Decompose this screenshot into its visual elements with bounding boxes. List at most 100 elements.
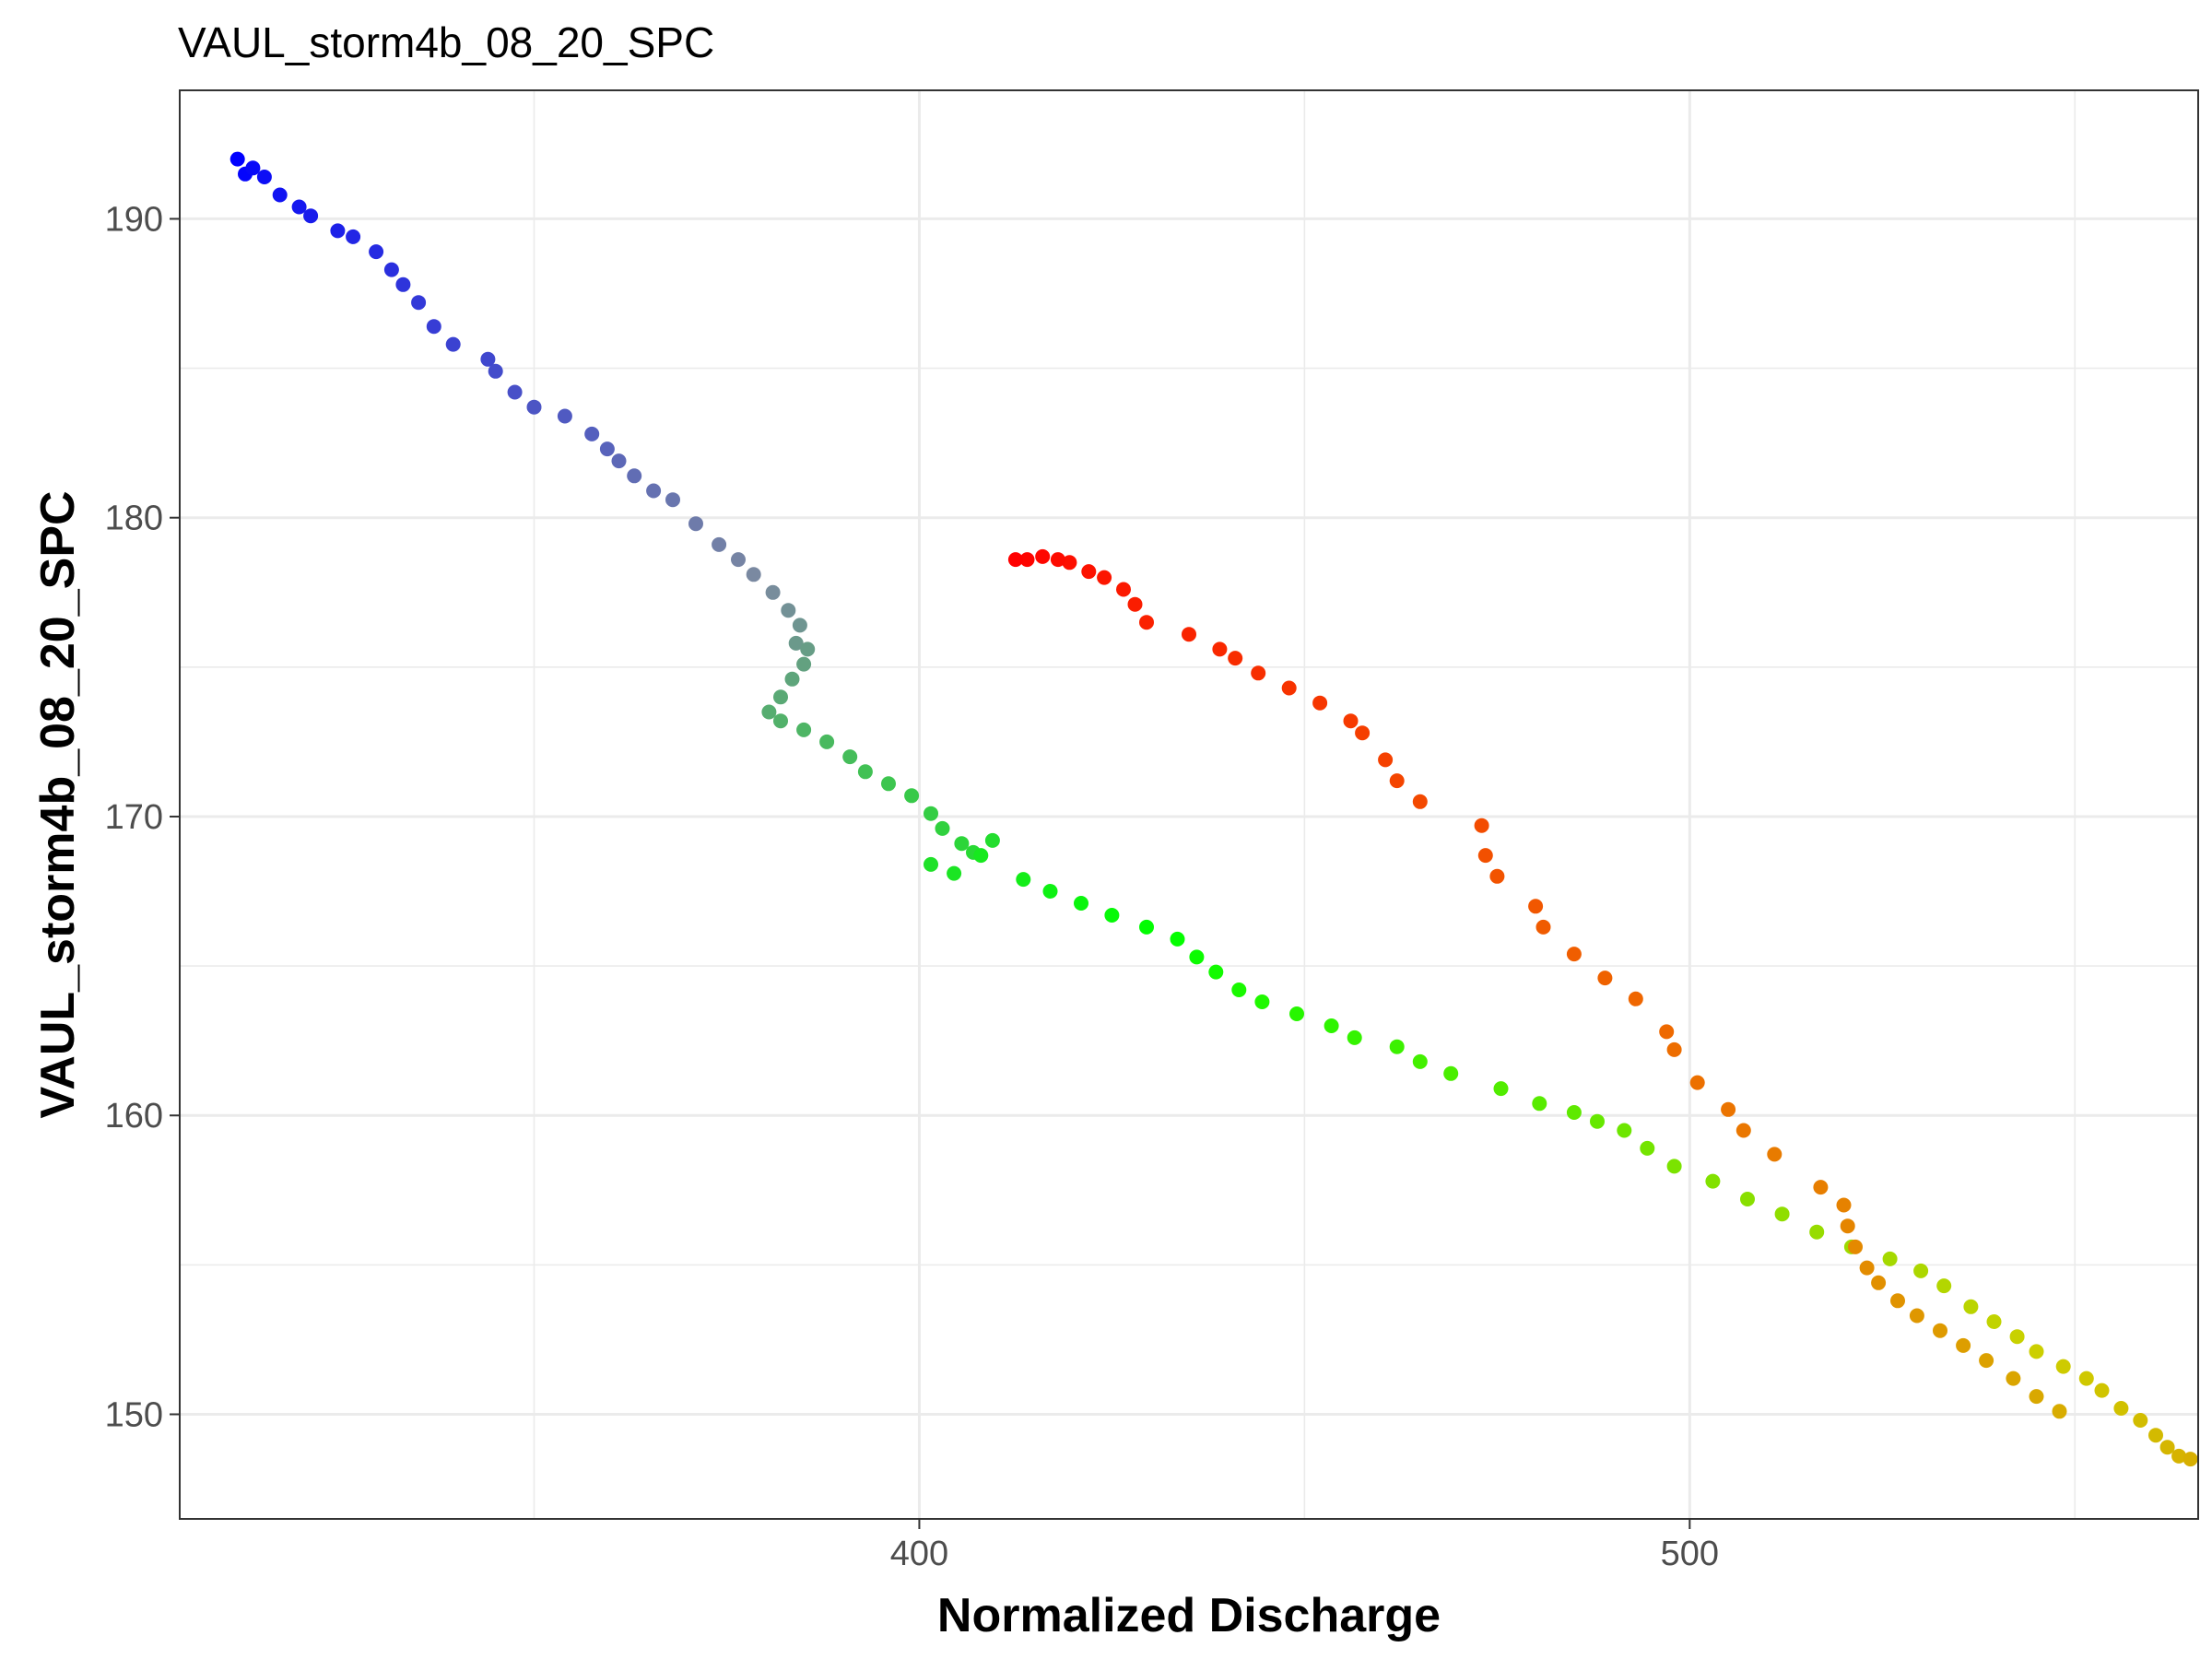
data-point-rising (973, 848, 989, 864)
data-point-rising (881, 776, 896, 792)
data-point-rising (1532, 1096, 1547, 1112)
data-point-rising (1443, 1065, 1459, 1081)
data-point-falling (1735, 1123, 1751, 1138)
data-point-rising (924, 856, 938, 872)
data-point-falling (1721, 1101, 1736, 1117)
data-point-rising (773, 689, 788, 705)
data-point-rising (842, 749, 858, 765)
data-point-falling (1597, 971, 1613, 986)
data-point-rising (369, 244, 384, 260)
data-point-falling (1007, 552, 1023, 568)
data-point-rising (1189, 949, 1205, 965)
data-point-falling (1477, 848, 1493, 864)
data-point-rising (1389, 1039, 1405, 1054)
data-point-falling (1355, 725, 1371, 741)
data-point-rising (627, 468, 642, 484)
x-tick-label: 400 (890, 1535, 948, 1573)
data-point-rising (2029, 1344, 2044, 1359)
data-point-rising (1705, 1173, 1721, 1189)
data-point-rising (1566, 1105, 1582, 1120)
data-point-rising (2078, 1371, 2094, 1386)
data-point-rising (1347, 1030, 1362, 1045)
data-point-falling (1528, 899, 1544, 914)
data-point-falling (1127, 596, 1143, 612)
data-point-falling (1019, 552, 1035, 568)
data-point-rising (1740, 1192, 1755, 1206)
data-point-falling (1566, 947, 1582, 962)
data-point-falling (1933, 1323, 1947, 1338)
data-points (229, 151, 2198, 1467)
data-point-rising (303, 208, 319, 224)
data-point-rising (773, 713, 788, 729)
data-point-rising (765, 584, 781, 600)
data-point-rising (2159, 1440, 2175, 1455)
data-point-falling (1535, 919, 1551, 935)
data-point-rising (330, 223, 346, 239)
y-tick-label: 190 (105, 200, 163, 239)
data-point-falling (1848, 1239, 1863, 1254)
data-point-rising (480, 351, 496, 367)
data-point-rising (1139, 919, 1154, 935)
data-point-rising (1493, 1081, 1509, 1097)
data-point-falling (2029, 1389, 2044, 1405)
data-point-falling (1628, 991, 1643, 1006)
chart-title: VAUL_storm4b_08_20_SPC (178, 18, 714, 66)
data-point-rising (599, 441, 615, 457)
data-point-rising (426, 319, 441, 335)
data-point-falling (1689, 1075, 1705, 1090)
data-point-rising (557, 408, 572, 424)
data-point-rising (1590, 1113, 1605, 1129)
data-point-falling (1840, 1218, 1855, 1234)
data-point-rising (665, 492, 680, 508)
data-point-rising (445, 336, 461, 352)
data-point-rising (1289, 1006, 1304, 1021)
y-tick-label: 170 (105, 798, 163, 837)
data-point-rising (488, 363, 503, 379)
data-point-rising (1016, 872, 1031, 888)
data-point-rising (1231, 982, 1247, 997)
data-point-rising (272, 187, 288, 203)
data-point-rising (584, 426, 600, 441)
data-point-rising (1074, 896, 1088, 911)
data-point-rising (1042, 884, 1058, 899)
data-point-rising (346, 229, 361, 244)
data-point-rising (1774, 1206, 1790, 1222)
data-point-rising (2171, 1448, 2187, 1464)
data-point-falling (1956, 1337, 1971, 1353)
data-point-rising (796, 656, 812, 672)
data-point-rising (935, 820, 950, 836)
data-point-rising (256, 170, 272, 184)
data-point-rising (984, 832, 1000, 848)
data-point-falling (1836, 1197, 1852, 1213)
data-point-falling (1859, 1260, 1875, 1276)
y-tick-label: 180 (105, 500, 163, 538)
data-point-rising (1936, 1278, 1952, 1294)
data-point-rising (800, 641, 816, 657)
data-point-falling (1412, 794, 1428, 809)
data-point-rising (746, 567, 761, 582)
data-point-rising (611, 453, 627, 469)
data-point-rising (954, 836, 970, 852)
data-point-rising (2113, 1401, 2129, 1416)
data-point-rising (784, 671, 800, 687)
data-point-rising (819, 734, 835, 749)
data-point-rising (792, 618, 807, 633)
data-point-rising (646, 483, 662, 499)
data-point-rising (904, 788, 920, 804)
data-point-falling (1489, 868, 1505, 884)
data-point-falling (2052, 1404, 2067, 1419)
data-point-rising (507, 384, 523, 400)
data-point-rising (2055, 1359, 2071, 1374)
data-point-rising (1254, 994, 1270, 1009)
data-point-rising (1882, 1251, 1898, 1266)
data-point-falling (1890, 1293, 1905, 1309)
data-point-falling (1979, 1353, 1994, 1369)
data-point-rising (788, 635, 804, 651)
data-point-rising (2009, 1329, 2025, 1345)
data-point-falling (1343, 713, 1359, 729)
data-point-rising (731, 552, 746, 568)
data-point-rising (1666, 1159, 1682, 1174)
data-point-rising (2183, 1452, 2198, 1467)
axis-ticks: 400 500 150 160 170 180 190 (105, 200, 1719, 1573)
